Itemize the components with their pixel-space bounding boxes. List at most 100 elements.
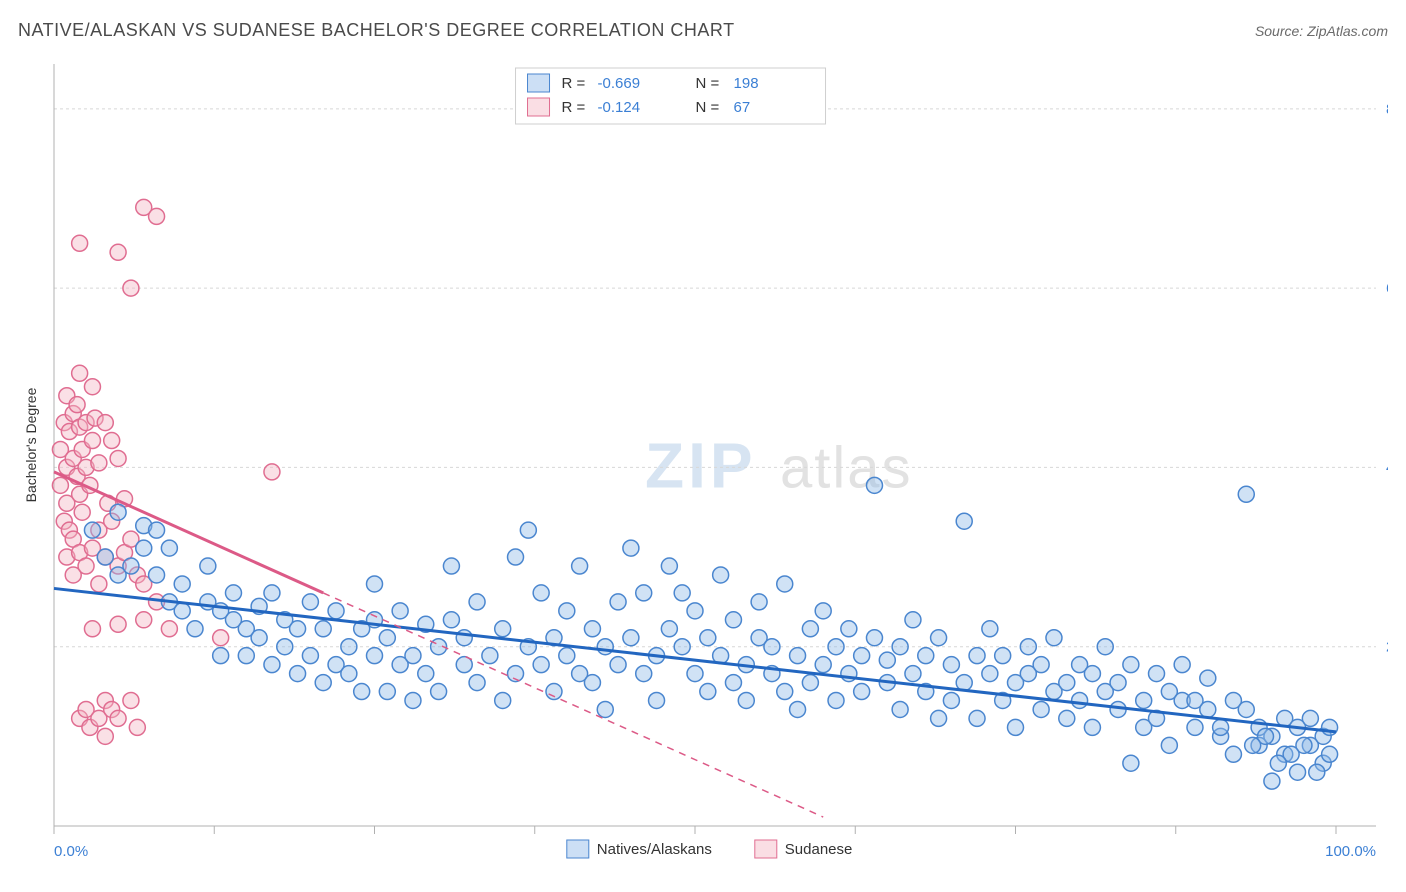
point-blue [969, 710, 985, 726]
point-pink [264, 464, 280, 480]
point-blue [623, 540, 639, 556]
point-pink [161, 621, 177, 637]
point-blue [84, 522, 100, 538]
point-blue [610, 594, 626, 610]
point-blue [1097, 639, 1113, 655]
point-blue [956, 513, 972, 529]
point-blue [1238, 701, 1254, 717]
point-blue [110, 504, 126, 520]
point-blue [738, 692, 754, 708]
point-pink [149, 208, 165, 224]
point-blue [597, 639, 613, 655]
point-blue [1161, 737, 1177, 753]
point-blue [456, 630, 472, 646]
point-blue [97, 549, 113, 565]
point-blue [1174, 657, 1190, 673]
point-blue [713, 567, 729, 583]
point-blue [905, 666, 921, 682]
point-blue [1020, 639, 1036, 655]
point-blue [943, 692, 959, 708]
point-blue [636, 585, 652, 601]
point-pink [110, 616, 126, 632]
point-blue [290, 621, 306, 637]
point-blue [1123, 755, 1139, 771]
point-blue [559, 603, 575, 619]
point-blue [687, 603, 703, 619]
xtick-label: 100.0% [1325, 843, 1376, 860]
ytick-label: 20.0% [1386, 639, 1388, 656]
watermark-zip: ZIP [645, 429, 757, 501]
stat-r-value: -0.669 [598, 75, 641, 92]
point-blue [1110, 675, 1126, 691]
point-blue [520, 522, 536, 538]
point-blue [341, 666, 357, 682]
point-blue [700, 630, 716, 646]
point-pink [69, 397, 85, 413]
point-blue [828, 692, 844, 708]
point-pink [97, 728, 113, 744]
point-blue [469, 675, 485, 691]
point-blue [841, 621, 857, 637]
point-pink [213, 630, 229, 646]
point-blue [392, 603, 408, 619]
point-blue [931, 710, 947, 726]
point-blue [379, 684, 395, 700]
point-blue [405, 692, 421, 708]
point-blue [213, 648, 229, 664]
point-blue [892, 701, 908, 717]
point-blue [854, 648, 870, 664]
stat-n-label: N = [696, 75, 720, 92]
ytick-label: 60.0% [1386, 280, 1388, 297]
point-blue [469, 594, 485, 610]
point-blue [431, 684, 447, 700]
point-pink [84, 433, 100, 449]
point-pink [91, 576, 107, 592]
point-blue [687, 666, 703, 682]
point-blue [238, 648, 254, 664]
point-blue [623, 630, 639, 646]
legend-swatch [528, 74, 550, 92]
point-blue [187, 621, 203, 637]
point-blue [1264, 773, 1280, 789]
ytick-label: 80.0% [1386, 101, 1388, 118]
point-blue [495, 621, 511, 637]
scatter-chart: ZIPatlas20.0%40.0%60.0%80.0%0.0%100.0%Ba… [18, 56, 1388, 872]
point-pink [123, 280, 139, 296]
point-blue [174, 603, 190, 619]
point-blue [354, 684, 370, 700]
stat-r-label: R = [562, 75, 586, 92]
point-blue [405, 648, 421, 664]
legend-swatch [755, 840, 777, 858]
point-blue [931, 630, 947, 646]
point-blue [495, 692, 511, 708]
legend-label: Natives/Alaskans [597, 841, 712, 858]
point-blue [277, 639, 293, 655]
point-blue [1149, 666, 1165, 682]
point-blue [379, 630, 395, 646]
point-blue [225, 585, 241, 601]
point-blue [1238, 486, 1254, 502]
point-blue [1059, 710, 1075, 726]
point-blue [790, 701, 806, 717]
point-blue [315, 621, 331, 637]
point-blue [315, 675, 331, 691]
point-blue [725, 675, 741, 691]
point-blue [1072, 692, 1088, 708]
point-blue [1225, 746, 1241, 762]
point-blue [661, 621, 677, 637]
point-blue [892, 639, 908, 655]
point-blue [123, 558, 139, 574]
point-blue [1302, 710, 1318, 726]
point-blue [302, 594, 318, 610]
point-blue [674, 585, 690, 601]
point-pink [74, 504, 90, 520]
point-blue [1059, 675, 1075, 691]
point-pink [110, 710, 126, 726]
point-blue [866, 477, 882, 493]
point-blue [982, 666, 998, 682]
point-blue [1245, 737, 1261, 753]
point-blue [200, 558, 216, 574]
chart-title: NATIVE/ALASKAN VS SUDANESE BACHELOR'S DE… [18, 20, 735, 41]
point-blue [1200, 701, 1216, 717]
point-blue [802, 621, 818, 637]
